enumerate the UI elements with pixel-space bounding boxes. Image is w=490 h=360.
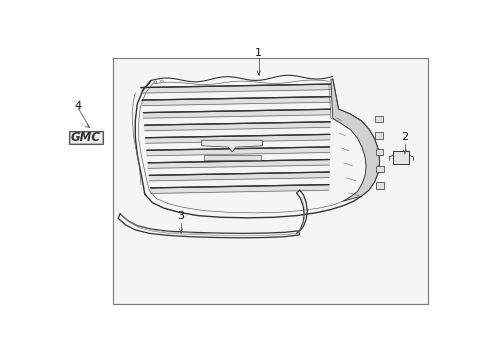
Polygon shape <box>148 159 329 168</box>
Polygon shape <box>145 122 330 131</box>
Polygon shape <box>144 109 330 118</box>
Polygon shape <box>393 151 410 164</box>
Polygon shape <box>376 166 384 172</box>
Text: 2: 2 <box>401 132 409 143</box>
Text: GMC: GMC <box>71 131 101 144</box>
Bar <box>113 58 428 304</box>
Polygon shape <box>142 96 331 105</box>
Polygon shape <box>376 183 384 189</box>
Bar <box>69 131 103 144</box>
Text: 1: 1 <box>255 48 262 58</box>
Polygon shape <box>331 79 379 201</box>
Text: 3: 3 <box>177 211 184 221</box>
Polygon shape <box>202 140 263 152</box>
Bar <box>70 132 102 143</box>
Polygon shape <box>149 172 329 181</box>
Text: 4: 4 <box>75 100 82 111</box>
Polygon shape <box>375 116 383 122</box>
Polygon shape <box>375 132 383 139</box>
Polygon shape <box>147 147 330 156</box>
Polygon shape <box>376 149 383 156</box>
Polygon shape <box>146 134 330 143</box>
Polygon shape <box>204 156 261 159</box>
Polygon shape <box>141 84 331 93</box>
Polygon shape <box>150 185 329 193</box>
